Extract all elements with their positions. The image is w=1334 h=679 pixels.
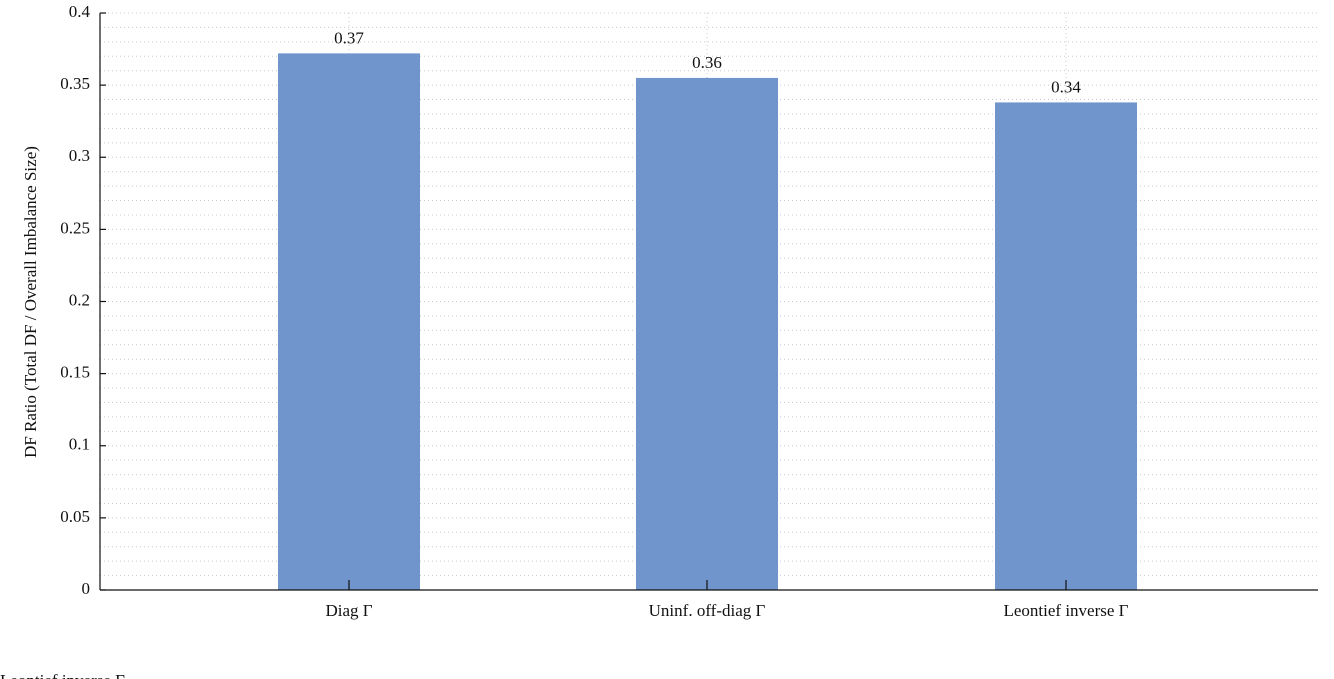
y-tick-label: 0.2 bbox=[69, 290, 90, 309]
y-axis-label: DF Ratio (Total DF / Overall Imbalance S… bbox=[21, 146, 40, 458]
bar bbox=[278, 53, 420, 590]
caption: Leontief inverse Γ bbox=[0, 671, 125, 679]
y-tick-label: 0.05 bbox=[60, 507, 90, 526]
y-tick-label: 0 bbox=[82, 579, 91, 598]
value-label: 0.36 bbox=[692, 53, 722, 72]
y-tick-label: 0.4 bbox=[69, 2, 91, 21]
x-tick-label: Diag Γ bbox=[325, 601, 372, 620]
y-tick-label: 0.1 bbox=[69, 435, 90, 454]
y-tick-label: 0.15 bbox=[60, 363, 90, 382]
y-tick-label: 0.25 bbox=[60, 218, 90, 237]
y-tick-label: 0.3 bbox=[69, 146, 90, 165]
x-tick-label: Uninf. off-diag Γ bbox=[649, 601, 766, 620]
x-tick-label: Leontief inverse Γ bbox=[1003, 601, 1128, 620]
value-label: 0.37 bbox=[334, 28, 364, 47]
value-label: 0.34 bbox=[1051, 77, 1081, 96]
y-tick-label: 0.35 bbox=[60, 74, 90, 93]
bar bbox=[636, 77, 778, 591]
bar bbox=[995, 102, 1137, 590]
